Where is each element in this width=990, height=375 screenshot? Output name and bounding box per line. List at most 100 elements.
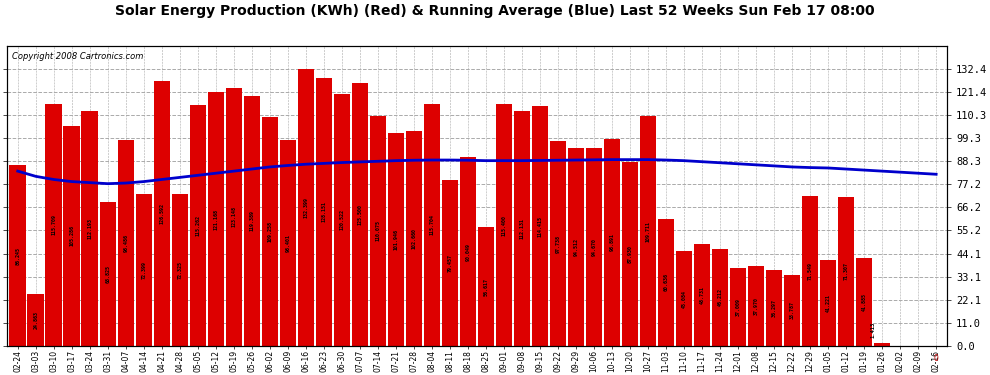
Bar bbox=[459, 158, 476, 346]
Bar bbox=[477, 227, 494, 346]
Bar bbox=[694, 244, 710, 346]
Bar bbox=[10, 165, 26, 346]
Text: 41.221: 41.221 bbox=[826, 294, 831, 312]
Text: 102.660: 102.660 bbox=[412, 228, 417, 249]
Text: 126.592: 126.592 bbox=[159, 203, 164, 224]
Text: 1.413: 1.413 bbox=[870, 322, 875, 339]
Bar bbox=[604, 139, 621, 346]
Bar bbox=[586, 148, 602, 346]
Text: 115.262: 115.262 bbox=[195, 215, 200, 236]
Text: 105.286: 105.286 bbox=[69, 225, 74, 246]
Text: 121.168: 121.168 bbox=[213, 209, 219, 230]
Bar bbox=[63, 126, 80, 346]
Text: 24.863: 24.863 bbox=[34, 311, 39, 329]
Text: 37.009: 37.009 bbox=[736, 298, 741, 316]
Text: Solar Energy Production (KWh) (Red) & Running Average (Blue) Last 52 Weeks Sun F: Solar Energy Production (KWh) (Red) & Ru… bbox=[115, 4, 875, 18]
Bar bbox=[351, 83, 368, 346]
Bar bbox=[100, 202, 116, 346]
Bar bbox=[784, 275, 800, 346]
Text: 45.084: 45.084 bbox=[681, 290, 686, 308]
Bar bbox=[514, 111, 531, 346]
Bar bbox=[442, 180, 458, 346]
Text: 90.049: 90.049 bbox=[465, 243, 470, 261]
Bar bbox=[136, 194, 152, 346]
Text: 48.731: 48.731 bbox=[700, 286, 705, 304]
Bar bbox=[316, 78, 333, 346]
Text: 68.825: 68.825 bbox=[105, 265, 110, 283]
Bar bbox=[208, 92, 224, 346]
Bar bbox=[244, 96, 260, 346]
Bar bbox=[261, 117, 278, 346]
Bar bbox=[298, 69, 314, 346]
Bar bbox=[81, 111, 98, 346]
Bar bbox=[424, 104, 441, 346]
Text: 79.457: 79.457 bbox=[447, 254, 452, 272]
Bar bbox=[657, 219, 674, 346]
Bar bbox=[118, 140, 134, 346]
Bar bbox=[496, 104, 512, 346]
Text: 120.522: 120.522 bbox=[340, 209, 345, 230]
Bar bbox=[622, 162, 639, 346]
Bar bbox=[226, 88, 243, 346]
Bar bbox=[279, 140, 296, 346]
Text: Copyright 2008 Cartronics.com: Copyright 2008 Cartronics.com bbox=[12, 52, 143, 61]
Text: 46.212: 46.212 bbox=[718, 288, 723, 306]
Bar bbox=[189, 105, 206, 346]
Text: 97.738: 97.738 bbox=[555, 235, 560, 253]
Text: 98.891: 98.891 bbox=[610, 233, 615, 251]
Bar bbox=[549, 141, 566, 346]
Bar bbox=[567, 148, 584, 346]
Bar bbox=[712, 249, 729, 346]
Text: 71.307: 71.307 bbox=[843, 262, 848, 280]
Text: 109.258: 109.258 bbox=[267, 221, 272, 242]
Text: 41.885: 41.885 bbox=[861, 293, 866, 311]
Text: 36.297: 36.297 bbox=[771, 299, 776, 317]
Text: 87.930: 87.930 bbox=[628, 245, 633, 263]
Bar bbox=[46, 104, 62, 346]
Bar bbox=[747, 266, 764, 346]
Text: 128.151: 128.151 bbox=[322, 201, 327, 222]
Text: 112.131: 112.131 bbox=[520, 218, 525, 239]
Text: 110.075: 110.075 bbox=[375, 220, 380, 241]
Text: 132.399: 132.399 bbox=[303, 197, 308, 218]
Bar bbox=[153, 81, 170, 346]
Text: 60.636: 60.636 bbox=[663, 273, 668, 291]
Text: 0: 0 bbox=[934, 354, 939, 363]
Text: 119.389: 119.389 bbox=[249, 210, 254, 231]
Text: 112.193: 112.193 bbox=[87, 218, 92, 239]
Bar bbox=[802, 196, 819, 346]
Text: 115.709: 115.709 bbox=[51, 214, 56, 235]
Bar bbox=[171, 195, 188, 346]
Text: 56.617: 56.617 bbox=[483, 278, 488, 296]
Text: 115.400: 115.400 bbox=[502, 214, 507, 236]
Text: 86.245: 86.245 bbox=[15, 247, 20, 265]
Bar bbox=[406, 131, 422, 346]
Bar bbox=[640, 116, 656, 346]
Text: 101.946: 101.946 bbox=[393, 229, 398, 250]
Bar bbox=[838, 196, 854, 346]
Bar bbox=[874, 343, 890, 346]
Bar bbox=[28, 294, 44, 346]
Bar bbox=[730, 268, 746, 346]
Bar bbox=[766, 270, 782, 346]
Text: 72.399: 72.399 bbox=[142, 261, 147, 279]
Text: 37.970: 37.970 bbox=[753, 297, 758, 315]
Text: 94.512: 94.512 bbox=[573, 238, 578, 256]
Text: 72.325: 72.325 bbox=[177, 261, 182, 279]
Text: 125.500: 125.500 bbox=[357, 204, 362, 225]
Bar bbox=[532, 106, 548, 346]
Text: 109.711: 109.711 bbox=[645, 220, 650, 242]
Text: 123.148: 123.148 bbox=[232, 207, 237, 228]
Text: 94.670: 94.670 bbox=[591, 238, 597, 256]
Text: 98.401: 98.401 bbox=[285, 234, 290, 252]
Bar bbox=[369, 116, 386, 346]
Text: 71.549: 71.549 bbox=[808, 262, 813, 280]
Bar bbox=[676, 252, 692, 346]
Text: 114.415: 114.415 bbox=[538, 216, 543, 237]
Bar bbox=[820, 260, 837, 346]
Bar bbox=[855, 258, 872, 346]
Text: 33.787: 33.787 bbox=[790, 302, 795, 320]
Text: 115.704: 115.704 bbox=[430, 214, 435, 235]
Bar bbox=[388, 132, 404, 346]
Text: 98.486: 98.486 bbox=[124, 234, 129, 252]
